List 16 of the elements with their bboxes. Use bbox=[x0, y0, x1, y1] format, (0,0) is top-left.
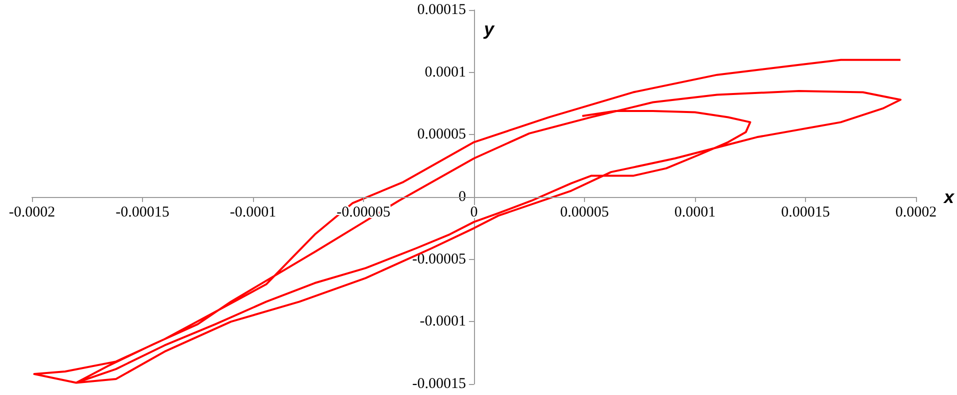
x-tick-label: 0 bbox=[470, 204, 478, 220]
x-tick-label: 0.00015 bbox=[781, 204, 830, 220]
y-tick-label: -0.00005 bbox=[412, 251, 466, 268]
x-tick-label: 0.00005 bbox=[560, 204, 609, 220]
x-tick-label: 0.0002 bbox=[895, 204, 937, 220]
y-tick-label: 0.0001 bbox=[424, 64, 466, 80]
y-tick-label: -0.00015 bbox=[412, 376, 466, 392]
x-axis-title: x bbox=[942, 187, 955, 207]
x-tick-label: -0.0002 bbox=[8, 204, 56, 220]
x-tick-label: -0.0001 bbox=[230, 204, 276, 220]
x-tick-label: -0.00015 bbox=[116, 204, 170, 220]
x-tick-label: 0.0001 bbox=[674, 204, 716, 220]
y-tick-label: 0.00015 bbox=[417, 2, 466, 18]
y-axis-title: y bbox=[482, 19, 495, 39]
y-tick-label: -0.0001 bbox=[420, 314, 466, 330]
y-tick-label: 0.00005 bbox=[417, 126, 466, 143]
